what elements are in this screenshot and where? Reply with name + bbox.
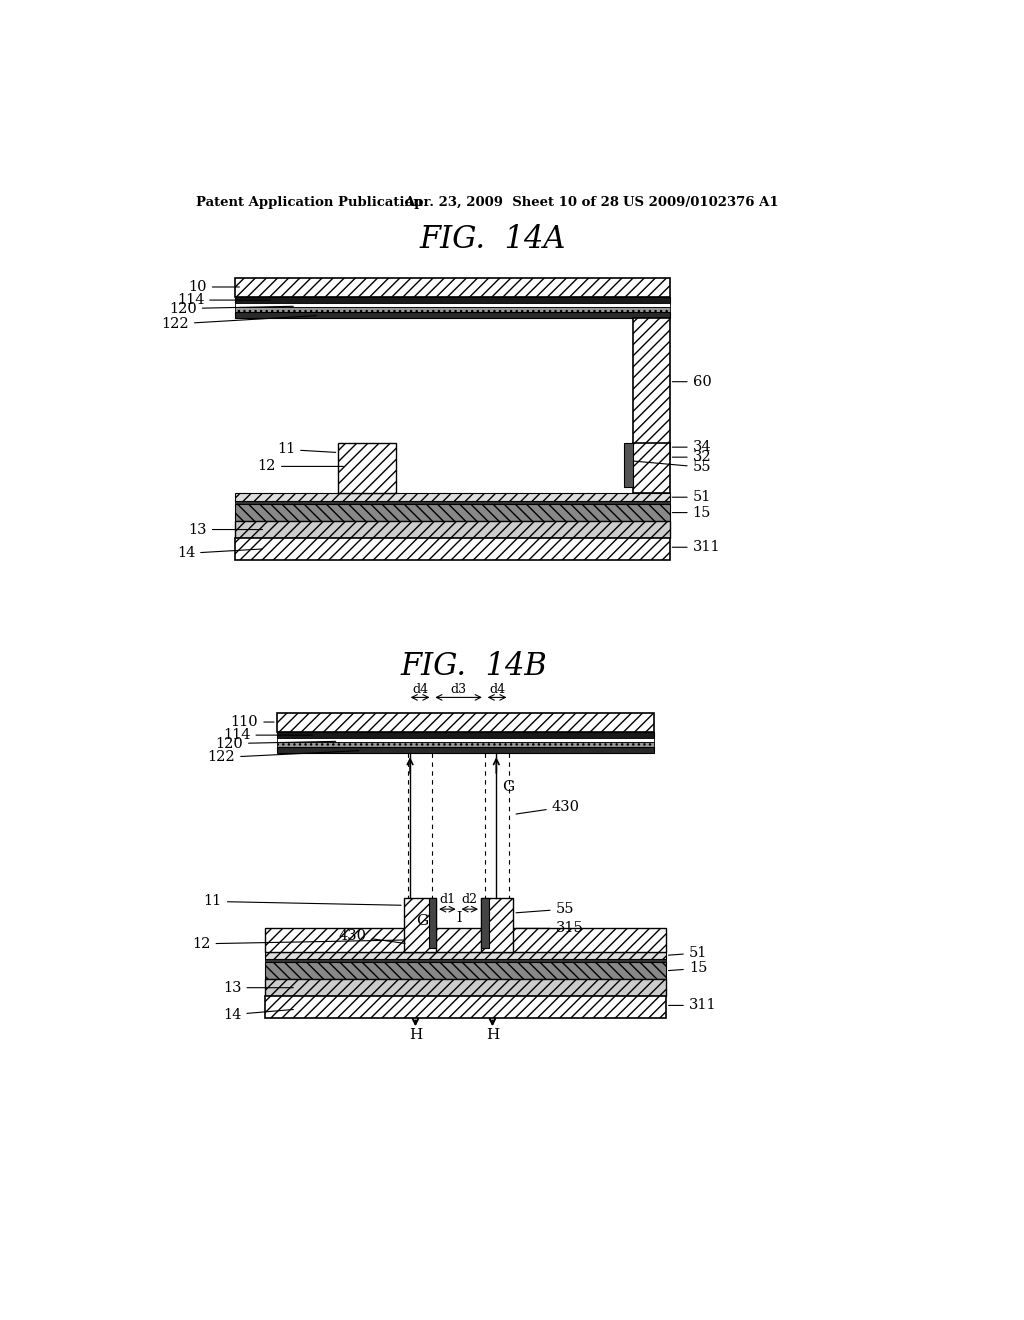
Text: H: H — [409, 1028, 422, 1041]
Text: 114: 114 — [177, 293, 270, 308]
Bar — [429, 898, 436, 948]
Bar — [265, 928, 666, 952]
Text: 122: 122 — [208, 751, 358, 764]
Bar — [234, 494, 670, 502]
Bar — [265, 960, 666, 962]
Bar — [234, 304, 670, 308]
Text: d4: d4 — [412, 684, 428, 696]
Text: 14: 14 — [223, 1007, 293, 1022]
Text: 10: 10 — [188, 280, 240, 294]
Text: 14: 14 — [177, 546, 262, 561]
Bar — [234, 297, 670, 304]
Bar — [276, 733, 654, 738]
Bar — [234, 502, 670, 504]
Text: 114: 114 — [223, 729, 312, 742]
Text: d4: d4 — [489, 684, 505, 696]
Text: 15: 15 — [669, 961, 708, 975]
Text: d3: d3 — [451, 684, 467, 696]
Text: I: I — [456, 911, 461, 925]
Text: FIG.  14B: FIG. 14B — [400, 651, 547, 682]
Text: 110: 110 — [230, 715, 274, 729]
Text: 55: 55 — [627, 461, 711, 474]
Text: FIG.  14A: FIG. 14A — [419, 224, 565, 255]
Bar — [234, 313, 670, 318]
Text: 311: 311 — [673, 540, 720, 554]
Bar — [276, 742, 654, 747]
Text: Patent Application Publication: Patent Application Publication — [196, 195, 423, 209]
Bar — [481, 898, 513, 952]
Bar — [634, 444, 670, 494]
Text: 51: 51 — [669, 946, 708, 960]
Bar — [403, 898, 436, 952]
Bar — [276, 713, 654, 733]
Bar — [265, 979, 666, 997]
Text: 120: 120 — [215, 737, 336, 751]
Text: 60: 60 — [673, 375, 712, 388]
Bar — [625, 444, 634, 487]
Bar — [234, 539, 670, 560]
Bar — [265, 962, 666, 979]
Text: 12: 12 — [258, 459, 343, 474]
Text: Apr. 23, 2009  Sheet 10 of 28: Apr. 23, 2009 Sheet 10 of 28 — [403, 195, 618, 209]
Text: 122: 122 — [162, 315, 316, 331]
Text: 12: 12 — [193, 937, 404, 950]
Text: 315: 315 — [516, 921, 584, 936]
Text: H: H — [485, 1028, 499, 1041]
Text: 11: 11 — [204, 895, 401, 908]
Bar — [265, 952, 666, 960]
Text: 430: 430 — [516, 800, 580, 814]
Text: 13: 13 — [188, 523, 262, 536]
Bar — [234, 277, 670, 297]
Text: d1: d1 — [439, 894, 456, 907]
Text: G: G — [416, 913, 428, 928]
Text: 13: 13 — [223, 981, 293, 995]
Bar — [339, 444, 396, 494]
Bar — [234, 308, 670, 313]
Bar — [265, 997, 666, 1018]
Bar — [234, 504, 670, 521]
Bar — [481, 898, 488, 948]
Text: 34: 34 — [673, 440, 712, 454]
Text: 51: 51 — [673, 490, 711, 504]
Bar — [634, 318, 670, 459]
Text: 32: 32 — [673, 450, 712, 465]
Text: 11: 11 — [276, 442, 336, 457]
Bar — [234, 521, 670, 539]
Bar — [276, 747, 654, 752]
Text: US 2009/0102376 A1: US 2009/0102376 A1 — [624, 195, 779, 209]
Text: 55: 55 — [516, 902, 574, 916]
Text: 311: 311 — [669, 998, 717, 1012]
Bar — [276, 738, 654, 742]
Text: 15: 15 — [673, 506, 711, 520]
Text: G: G — [503, 780, 515, 793]
Text: 120: 120 — [169, 301, 293, 315]
Text: 430: 430 — [339, 929, 406, 944]
Text: d2: d2 — [462, 894, 477, 907]
